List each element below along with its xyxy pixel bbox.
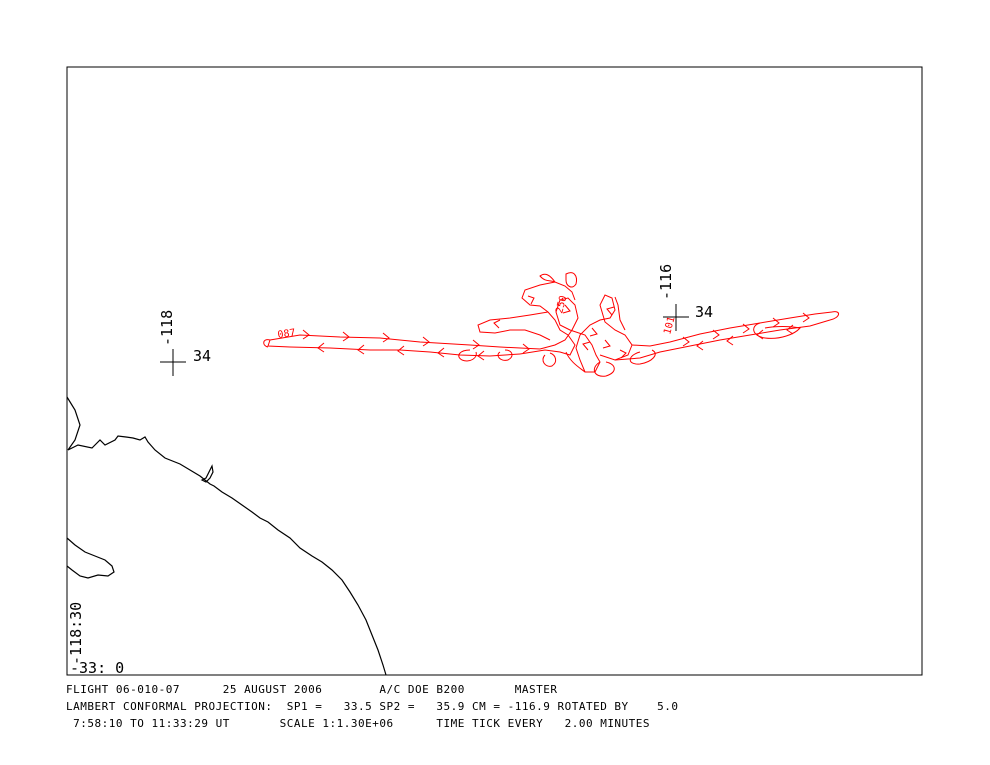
grid-marker-116-34 bbox=[663, 304, 689, 331]
footer-flight-info: FLIGHT 06-010-07 25 AUGUST 2006 A/C DOE … bbox=[66, 683, 558, 696]
track-label-250: 250 bbox=[554, 294, 569, 314]
lon-label-116: -116 bbox=[657, 264, 675, 300]
map-frame bbox=[66, 66, 923, 676]
track-label-087: 087 bbox=[277, 328, 296, 341]
footer-time-info: 7:58:10 TO 11:33:29 UT SCALE 1:1.30E+06 … bbox=[66, 717, 651, 730]
grid-marker-118-34 bbox=[160, 349, 186, 376]
lat-label-116: 34 bbox=[695, 303, 713, 321]
corner-lon-label: -118:30 bbox=[67, 602, 85, 665]
coastline bbox=[66, 396, 387, 676]
lat-label-118: 34 bbox=[193, 347, 211, 365]
track-label-101: 101 bbox=[662, 315, 677, 335]
footer-projection-info: LAMBERT CONFORMAL PROJECTION: SP1 = 33.5… bbox=[66, 700, 679, 713]
time-ticks bbox=[302, 295, 810, 361]
flight-track bbox=[263, 272, 839, 377]
lon-label-118: -118 bbox=[158, 310, 176, 346]
corner-lat-label: -33: 0 bbox=[70, 659, 124, 677]
